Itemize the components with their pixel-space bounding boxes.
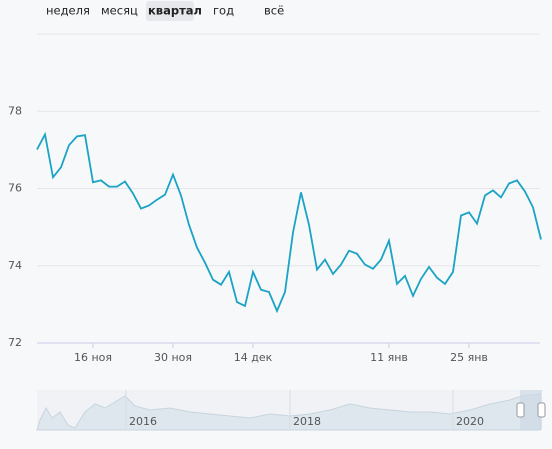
x-tick-label: 14 дек <box>234 351 273 364</box>
tab[interactable]: всё <box>264 4 284 18</box>
y-tick-label: 74 <box>8 259 22 272</box>
active-tab-bg <box>146 1 194 21</box>
y-tick-label: 72 <box>8 336 22 349</box>
nav-handle[interactable] <box>537 402 546 418</box>
nav-label: 2018 <box>293 415 321 428</box>
line <box>36 131 542 314</box>
nav-label: 2016 <box>129 415 157 428</box>
navigator-area <box>36 393 541 431</box>
nav-label: 2020 <box>456 415 484 428</box>
x-tick-label: 16 ноя <box>74 351 112 364</box>
y-tick-label: 78 <box>8 104 22 117</box>
x-tick-label: 25 янв <box>450 351 488 364</box>
tab[interactable]: месяц <box>101 4 138 18</box>
tab[interactable]: год <box>213 4 234 18</box>
tab[interactable]: неделя <box>46 4 90 18</box>
navigator-window[interactable] <box>520 390 542 430</box>
x-tick-label: 11 янв <box>370 351 408 364</box>
tab[interactable]: квартал <box>148 4 202 18</box>
nav-handle[interactable] <box>516 402 525 418</box>
y-tick-label: 76 <box>8 182 22 195</box>
x-tick-label: 30 ноя <box>154 351 192 364</box>
